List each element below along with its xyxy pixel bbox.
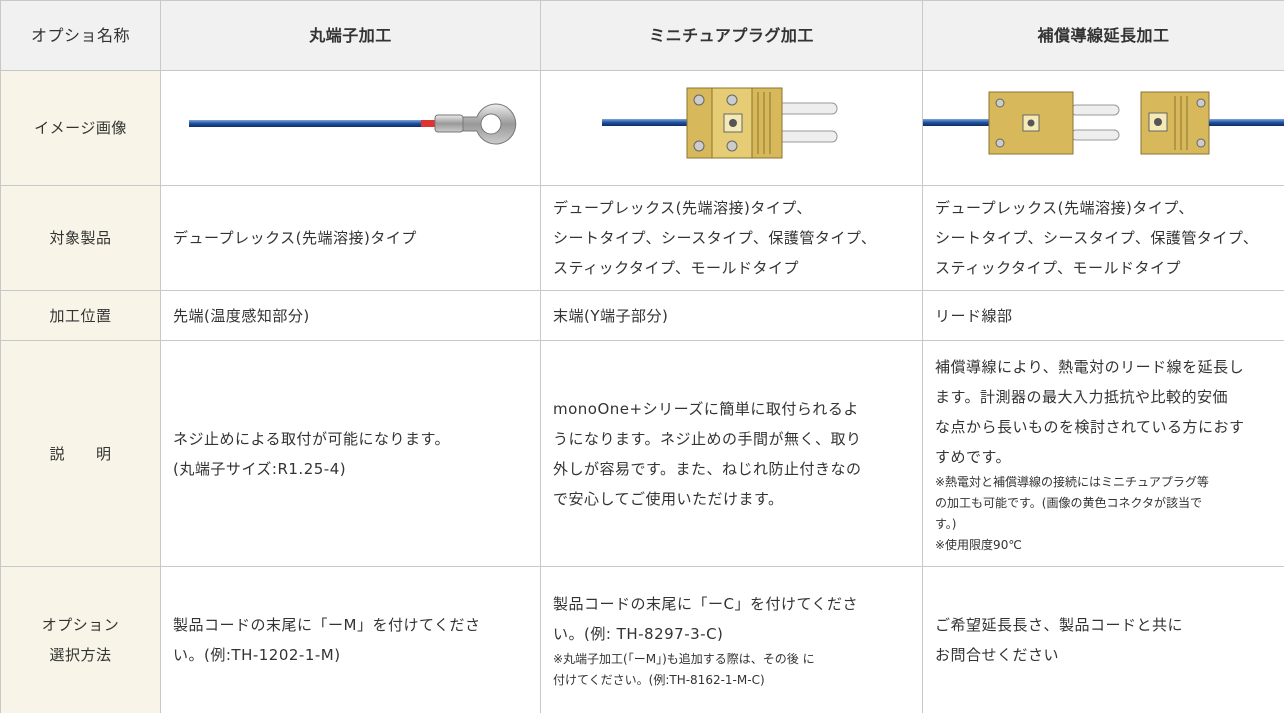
text-line: うになります。ネジ止めの手間が無く、取り <box>553 429 862 448</box>
row-label: 対象製品 <box>0 185 161 291</box>
text-line: い。(例:TH-1202-1-M) <box>173 646 341 664</box>
text-line: 補償導線により、熱電対のリード線を延長し <box>935 357 1245 376</box>
header-cell: 丸端子加工 <box>160 0 541 71</box>
text-line: 製品コードの末尾に「ーC」を付けてくださ <box>553 595 859 613</box>
text-line: デュープレックス(先端溶接)タイプ、 <box>935 199 1194 217</box>
label-line: 選択方法 <box>49 646 112 664</box>
header-cell: 補償導線延長加工 <box>922 0 1284 71</box>
text-line: ネジ止めによる取付が可能になります。 <box>173 429 451 448</box>
text-line: 外しが容易です。また、ねじれ防止付きなの <box>553 459 862 478</box>
miniature-plug-image <box>601 87 837 159</box>
label-line: オプション <box>41 616 120 634</box>
image-cell <box>540 70 923 186</box>
text-line: 製品コードの末尾に「ーM」を付けてくださ <box>173 616 481 634</box>
text-line: 末端(Y端子部分) <box>553 306 669 325</box>
table-row: 対象製品 デュープレックス(先端溶接)タイプ デュープレックス(先端溶接)タイプ、シ… <box>0 185 1284 291</box>
text-line: で安心してご使用いただけます。 <box>553 489 784 508</box>
text-line: な点から長いものを検討されている方におす <box>935 417 1245 436</box>
image-cell <box>160 70 541 186</box>
data-cell: リード線部 <box>922 290 1284 341</box>
row-label: 加工位置 <box>0 290 161 341</box>
table-row: オプション 選択方法 製品コードの末尾に「ーM」を付けてくださ い。(例:TH-120… <box>0 566 1284 713</box>
note-line: ※使用限度90℃ <box>935 537 1022 552</box>
text-line: スティックタイプ、モールドタイプ <box>553 259 800 277</box>
data-cell: monoOne+シリーズに簡単に取付られるよ うになります。ネジ止めの手間が無く、… <box>540 340 923 567</box>
data-cell: 製品コードの末尾に「ーM」を付けてくださ い。(例:TH-1202-1-M) <box>160 566 541 713</box>
label-line: 加工位置 <box>49 306 112 325</box>
note-line: ※熱電対と補償導線の接続にはミニチュアプラグ等 <box>935 474 1209 489</box>
row-label: 説 明 <box>0 340 161 567</box>
text-line: シートタイプ、シースタイプ、保護管タイプ、 <box>553 229 877 247</box>
table-row: 加工位置 先端(温度感知部分) 末端(Y端子部分) リード線部 <box>0 290 1284 341</box>
label-line: 説 明 <box>49 444 112 463</box>
note-line: の加工も可能です。(画像の黄色コネクタが該当で <box>935 495 1203 510</box>
text-line: デュープレックス(先端溶接)タイプ、 <box>553 199 812 217</box>
data-cell: 先端(温度感知部分) <box>160 290 541 341</box>
text-line: ご希望延長長さ、製品コードと共に <box>935 616 1184 634</box>
data-cell: 末端(Y端子部分) <box>540 290 923 341</box>
data-cell: 製品コードの末尾に「ーC」を付けてくださ い。(例: TH-8297-3-C) ※丸… <box>540 566 923 713</box>
text-line: (丸端子サイズ:R1.25-4) <box>173 459 347 478</box>
table-row: 説 明 ネジ止めによる取付が可能になります。 (丸端子サイズ:R1.25-4) mon… <box>0 340 1284 567</box>
text-line: ます。計測器の最大入力抵抗や比較的安価 <box>935 387 1229 406</box>
label-line: 対象製品 <box>49 229 112 247</box>
data-cell: ご希望延長長さ、製品コードと共に お問合せください <box>922 566 1284 713</box>
header-cell: オプショ名称 <box>0 0 161 71</box>
data-cell: 補償導線により、熱電対のリード線を延長し ます。計測器の最大入力抵抗や比較的安価な… <box>922 340 1284 567</box>
text-line: monoOne+シリーズに簡単に取付られるよ <box>553 399 859 418</box>
text-line: すめです。 <box>935 447 1012 466</box>
image-cell <box>922 70 1284 186</box>
data-cell: ネジ止めによる取付が可能になります。 (丸端子サイズ:R1.25-4) <box>160 340 541 567</box>
data-cell: デュープレックス(先端溶接)タイプ、シートタイプ、シースタイプ、保護管タイプ、ス… <box>540 185 923 291</box>
text-line: お問合せください <box>935 646 1060 664</box>
text-line: デュープレックス(先端溶接)タイプ <box>173 229 417 247</box>
header-row: オプショ名称 丸端子加工 ミニチュアプラグ加工 補償導線延長加工 <box>0 0 1284 71</box>
row-label: イメージ画像 <box>0 70 161 186</box>
header-cell: ミニチュアプラグ加工 <box>540 0 923 71</box>
row-label: オプション 選択方法 <box>0 566 161 713</box>
text-line: シートタイプ、シースタイプ、保護管タイプ、 <box>935 229 1259 247</box>
extension-cable-image <box>923 91 1284 155</box>
note-line: ※丸端子加工(「ーM」)も追加する際は、その後 に <box>553 652 815 666</box>
table-row: イメージ画像 <box>0 70 1284 186</box>
text-line: い。(例: TH-8297-3-C) <box>553 625 724 643</box>
note-line: す。) <box>935 516 957 531</box>
text-line: 先端(温度感知部分) <box>173 306 310 325</box>
label-line: イメージ画像 <box>34 119 127 137</box>
text-line: スティックタイプ、モールドタイプ <box>935 259 1182 277</box>
data-cell: デュープレックス(先端溶接)タイプ、シートタイプ、シースタイプ、保護管タイプ、ス… <box>922 185 1284 291</box>
note-line: 付けてください。(例:TH-8162-1-M-C) <box>553 673 765 687</box>
data-cell: デュープレックス(先端溶接)タイプ <box>160 185 541 291</box>
ring-terminal-image <box>188 103 516 145</box>
text-line: リード線部 <box>935 306 1013 325</box>
